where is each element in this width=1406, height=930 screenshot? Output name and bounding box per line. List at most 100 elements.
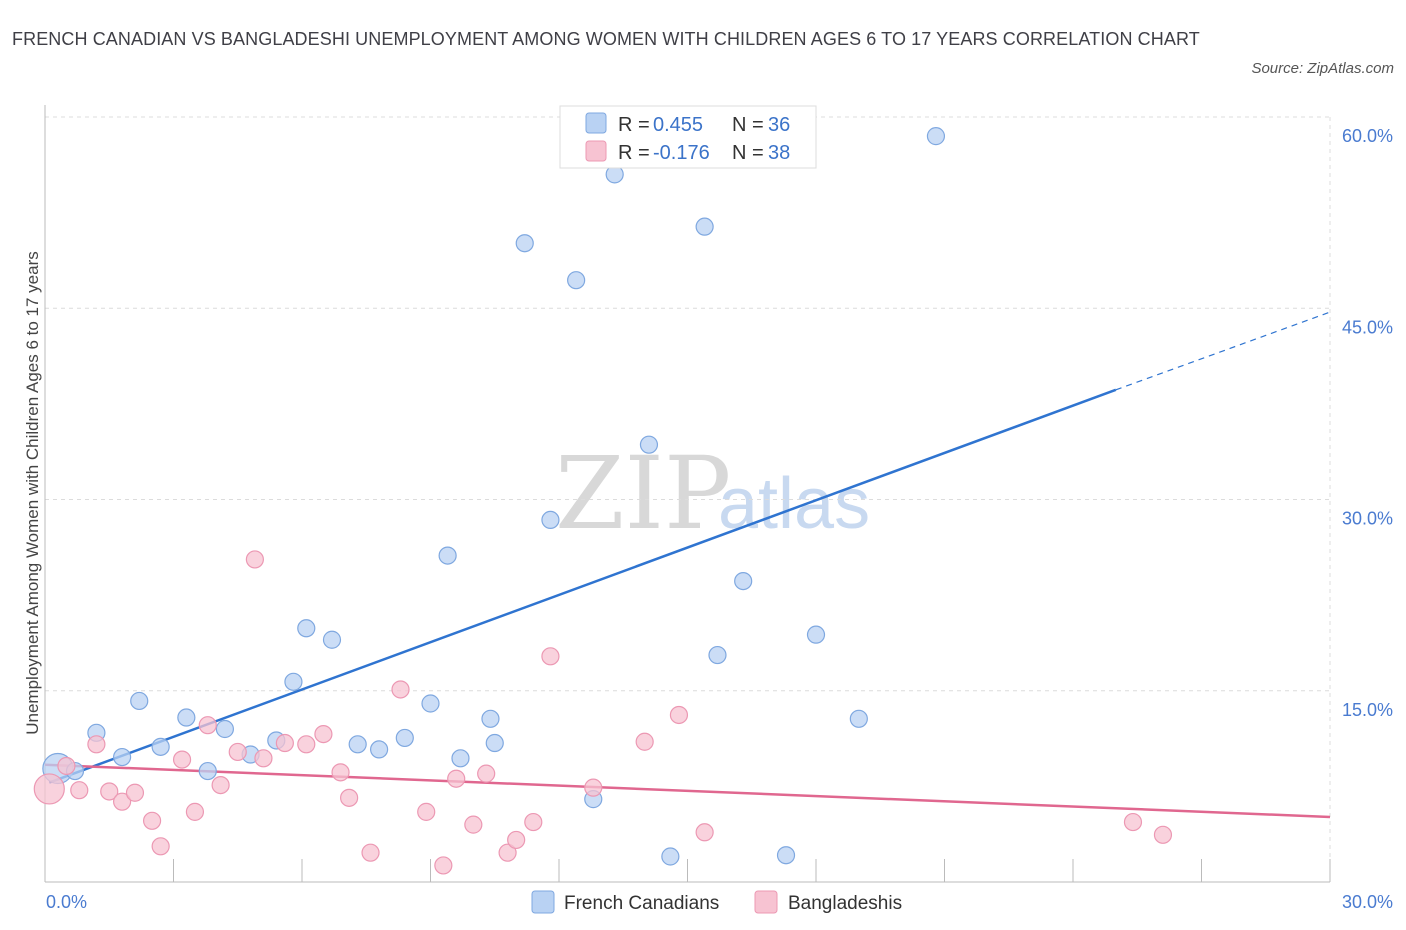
legend-top-r-value-1: -0.176: [653, 142, 710, 164]
y-tick-label-3: 60.0%: [1342, 126, 1393, 146]
french-canadians-point-30: [708, 645, 727, 665]
french-canadians-point-35: [926, 127, 946, 146]
bangladeshis-point-2: [70, 781, 89, 800]
french-canadians-point-21: [485, 733, 504, 753]
bangladeshis-point-1: [57, 756, 76, 776]
bangladeshis-point-30: [524, 812, 543, 832]
bangladeshis-point-10: [185, 802, 205, 821]
legend-bottom-label-french: French Canadians: [564, 893, 719, 914]
y-tick-label-2: 45.0%: [1342, 317, 1393, 337]
bangladeshis-point-21: [361, 843, 380, 862]
bangladeshis-point-5: [112, 792, 132, 811]
french-canadians-point-11: [284, 672, 303, 691]
bangladeshis-point-37: [1153, 825, 1173, 844]
french-canadians-point-32: [776, 846, 796, 865]
bangladeshis-point-6: [125, 783, 145, 802]
bangladeshis-point-19: [331, 763, 350, 782]
bangladeshis-point-32: [584, 778, 603, 797]
legend-bottom-label-bangladeshi: Bangladeshis: [788, 893, 902, 914]
french-canadians-point-8: [215, 719, 234, 739]
x-tick-label-1: 30.0%: [1342, 892, 1393, 912]
bangladeshis-point-13: [228, 742, 247, 762]
bangladeshis-point-3: [87, 735, 106, 754]
bangladeshis-point-33: [635, 732, 654, 751]
x-tick-label-0: 0.0%: [46, 892, 87, 912]
watermark-zip: ZIP: [555, 435, 731, 552]
legend-top-r-value-0: 0.455: [653, 114, 703, 136]
legend-top-n-value-1: 38: [768, 142, 790, 164]
french-canadians-trend-line: [48, 388, 1117, 784]
bangladeshis-point-31: [541, 647, 560, 666]
bangladeshis-point-28: [498, 843, 517, 862]
french-canadians-point-31: [734, 571, 753, 591]
y-tick-label-1: 30.0%: [1342, 509, 1393, 529]
legend-top-n-label-0: N =: [732, 114, 764, 136]
french-canadians-point-20: [481, 709, 500, 728]
bangladeshis-point-25: [447, 769, 466, 788]
french-canadians-point-34: [849, 709, 868, 728]
legend-top-r-label-1: R =: [618, 142, 650, 164]
bangladeshis-point-17: [297, 735, 316, 754]
legend-bottom-swatch-french: [531, 890, 555, 914]
french-canadians-point-23: [541, 510, 560, 530]
bangladeshis-point-20: [340, 788, 359, 807]
y-axis-label: Unemployment Among Women with Children A…: [23, 251, 42, 735]
french-canadians-points: [42, 127, 946, 866]
bangladeshis-point-4: [100, 782, 119, 801]
french-canadians-point-5: [151, 737, 170, 756]
french-canadians-point-15: [370, 740, 389, 759]
bangladeshis-point-24: [434, 856, 453, 875]
bangladeshis-point-22: [391, 680, 410, 699]
french-canadians-point-7: [198, 761, 217, 781]
legend-top-swatch-french: [585, 112, 607, 134]
french-canadians-point-6: [177, 708, 196, 727]
bangladeshis-point-26: [464, 815, 483, 834]
french-canadians-trend-extension: [1115, 311, 1331, 391]
source-label: Source: ZipAtlas.com: [1251, 60, 1394, 77]
french-canadians-point-12: [297, 619, 316, 638]
x-tick-labels: 0.0% 30.0%: [46, 892, 1393, 912]
y-tick-labels: 15.0% 30.0% 45.0% 60.0%: [1342, 126, 1393, 720]
bangladeshis-point-14: [245, 550, 264, 569]
french-canadians-point-22: [515, 234, 534, 253]
bangladeshis-trend-line: [44, 763, 1331, 819]
bangladeshis-point-27: [477, 764, 496, 783]
watermark: ZIP atlas: [555, 435, 870, 552]
bangladeshis-point-9: [172, 750, 192, 769]
watermark-atlas: atlas: [718, 464, 870, 544]
bangladeshis-point-36: [1123, 812, 1143, 832]
french-canadians-point-33: [806, 625, 826, 644]
bangladeshis-point-8: [151, 837, 170, 856]
french-canadians-point-3: [112, 747, 132, 767]
french-canadians-point-17: [421, 694, 440, 713]
french-canadians-point-16: [395, 728, 414, 748]
legend-top-n-value-0: 36: [768, 114, 790, 136]
legend-top-swatch-bangladeshi: [585, 140, 607, 162]
legend-bottom: French Canadians Bangladeshis: [531, 890, 902, 914]
y-tick-label-0: 15.0%: [1342, 700, 1393, 720]
legend-top-n-label-1: N =: [732, 142, 764, 164]
french-canadians-point-4: [130, 691, 149, 711]
gridlines: [45, 116, 1331, 882]
bangladeshis-point-15: [254, 749, 273, 768]
bangladeshis-point-16: [275, 733, 294, 753]
bangladeshis-point-29: [507, 830, 526, 850]
trend-lines: [44, 311, 1331, 819]
bangladeshis-point-7: [142, 811, 162, 830]
bangladeshis-point-11: [198, 716, 217, 735]
french-canadians-point-24: [567, 271, 586, 290]
french-canadians-point-13: [322, 630, 342, 649]
bangladeshis-point-35: [695, 823, 714, 842]
french-canadians-point-28: [661, 847, 680, 866]
bangladeshis-point-34: [669, 705, 689, 725]
bangladeshis-point-23: [417, 802, 436, 821]
bangladeshis-point-12: [211, 775, 230, 795]
axes: [44, 105, 1331, 883]
legend-top-r-label-0: R =: [618, 114, 650, 136]
french-canadians-point-18: [438, 546, 457, 565]
chart-title: FRENCH CANADIAN VS BANGLADESHI UNEMPLOYM…: [12, 29, 1200, 49]
french-canadians-point-14: [348, 735, 367, 754]
bangladeshis-points: [33, 550, 1173, 875]
legend-top: R = 0.455 N = 36 R = -0.176 N = 38: [559, 105, 817, 169]
